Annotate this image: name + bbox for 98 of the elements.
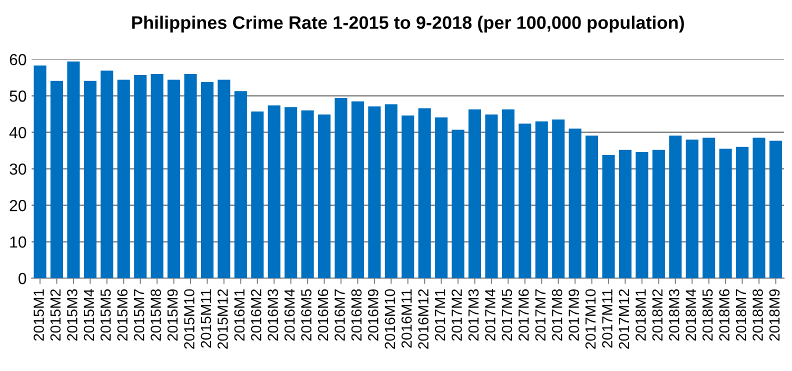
bar	[251, 112, 264, 278]
x-tick-label: 2017M6	[518, 289, 529, 341]
x-tick-label: 2018M5	[702, 289, 713, 341]
x-tick-label: 2018M1	[636, 289, 646, 341]
x-tick-label: 2015M11	[200, 289, 212, 348]
bar	[602, 154, 615, 278]
y-tick-label: 40	[9, 126, 26, 138]
bar	[368, 106, 381, 278]
bar	[351, 101, 364, 278]
bar	[518, 124, 532, 278]
x-tick-label: 2017M9	[568, 289, 579, 341]
y-tick-label: 50	[10, 90, 26, 102]
bar	[652, 150, 665, 278]
bar	[100, 70, 114, 278]
y-tick-label: 10	[10, 236, 26, 248]
x-tick-label: 2015M7	[134, 289, 144, 341]
bar	[618, 150, 632, 278]
bar	[568, 128, 582, 278]
x-tick-label: 2016M10	[384, 289, 396, 349]
bar	[418, 108, 431, 278]
x-tick-label: 2016M11	[401, 289, 412, 348]
bar	[686, 140, 698, 278]
bar	[586, 136, 598, 278]
bar	[719, 148, 732, 278]
x-tick-label: 2015M4	[84, 289, 94, 341]
bar	[502, 109, 514, 278]
x-tick-label: 2017M1	[434, 289, 446, 341]
x-tick-label: 2017M12	[618, 289, 630, 349]
bar	[200, 82, 214, 278]
x-tick-label: 2017M10	[585, 289, 596, 349]
x-tick-label: 2015M12	[218, 289, 228, 349]
x-tick-label: 2016M2	[250, 289, 262, 341]
x-tick-label: 2018M2	[652, 289, 663, 341]
x-tick-label: 2016M5	[301, 289, 312, 341]
x-tick-label: 2017M4	[485, 289, 496, 341]
x-tick-label: 2018M7	[736, 289, 746, 341]
x-tick-label: 2015M6	[117, 289, 128, 341]
bar	[402, 116, 414, 278]
bar	[117, 80, 130, 278]
x-tick-label: 2016M8	[351, 289, 362, 341]
x-tick-label: 2016M3	[268, 289, 278, 341]
bar	[301, 110, 314, 278]
x-tick-label: 2016M12	[418, 289, 429, 349]
bar	[84, 80, 96, 278]
y-tick-label: 0	[18, 272, 26, 284]
bar	[67, 62, 80, 278]
bar	[184, 74, 197, 278]
x-tick-label: 2016M4	[284, 289, 295, 341]
bar	[452, 130, 464, 278]
chart-title: Philippines Crime Rate 1-2015 to 9-2018 (per 100,000 population)	[132, 16, 684, 33]
bar	[702, 138, 716, 278]
x-tick-label: 2016M1	[234, 289, 245, 341]
bar	[150, 74, 164, 278]
x-tick-label: 2015M1	[34, 289, 44, 341]
bar	[134, 75, 147, 278]
x-tick-label: 2017M3	[468, 289, 479, 341]
bar	[234, 91, 247, 278]
y-tick-label: 20	[10, 200, 26, 212]
bar	[318, 114, 331, 278]
x-tick-label: 2016M7	[334, 289, 345, 341]
bar	[468, 109, 482, 278]
x-tick-label: 2017M11	[602, 289, 612, 348]
bar	[435, 117, 448, 278]
bar	[268, 105, 280, 278]
x-tick-label: 2017M8	[552, 289, 562, 341]
bar	[485, 114, 498, 278]
bar	[552, 120, 565, 278]
bar	[752, 138, 766, 278]
x-tick-label: 2017M5	[502, 289, 512, 341]
bar	[769, 140, 782, 278]
x-tick-label: 2015M5	[100, 289, 111, 341]
bar	[284, 107, 298, 278]
x-tick-label: 2015M9	[167, 289, 178, 341]
bar	[384, 104, 398, 278]
bar	[636, 152, 648, 278]
x-tick-label: 2015M2	[50, 289, 61, 341]
x-tick-label: 2016M6	[318, 289, 328, 341]
y-tick-label: 30	[10, 163, 26, 175]
x-tick-label: 2015M3	[67, 289, 78, 341]
x-tick-label: 2018M4	[686, 289, 696, 341]
x-tick-label: 2015M10	[184, 289, 194, 349]
x-tick-label: 2018M6	[719, 289, 730, 341]
x-tick-label: 2016M9	[368, 289, 378, 341]
y-tick-label: 60	[10, 54, 26, 66]
x-tick-label: 2018M8	[752, 289, 763, 341]
bar	[669, 136, 682, 278]
bar	[218, 80, 230, 278]
x-tick-label: 2017M7	[535, 289, 546, 341]
x-tick-label: 2017M2	[452, 289, 462, 341]
bar	[334, 98, 348, 278]
x-tick-label: 2018M9	[769, 289, 780, 341]
x-tick-label: 2018M3	[668, 289, 680, 341]
x-tick-label: 2015M8	[150, 289, 161, 341]
bar	[535, 121, 548, 278]
bar	[50, 80, 64, 278]
bar	[736, 146, 749, 278]
bar	[168, 80, 180, 278]
bar	[34, 66, 46, 278]
